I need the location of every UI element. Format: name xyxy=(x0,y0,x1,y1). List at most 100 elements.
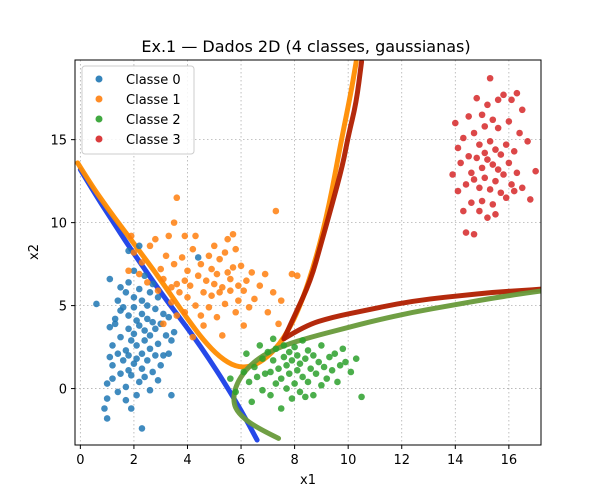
scatter-point xyxy=(288,395,296,402)
legend-label: Classe 1 xyxy=(126,93,181,108)
scatter-point xyxy=(224,235,231,243)
scatter-point xyxy=(494,166,502,173)
scatter-point xyxy=(130,294,138,301)
scatter-point xyxy=(109,342,116,349)
scatter-point xyxy=(481,149,489,157)
scatter-point xyxy=(513,89,521,97)
scatter-point xyxy=(227,287,234,294)
scatter-point xyxy=(500,91,507,99)
scatter-point xyxy=(106,323,114,331)
scatter-point xyxy=(101,405,108,412)
scatter-point xyxy=(291,380,298,387)
legend-label: Classe 3 xyxy=(126,133,181,148)
scatter-point xyxy=(216,255,223,263)
scatter-point xyxy=(103,415,111,422)
scatter-point xyxy=(119,357,127,364)
scatter-point xyxy=(261,370,269,377)
scatter-point xyxy=(205,303,213,311)
scatter-point xyxy=(251,363,258,371)
decision-boundary-line xyxy=(231,288,541,441)
scatter-point xyxy=(465,152,472,160)
scatter-point xyxy=(293,272,301,280)
scatter-point xyxy=(184,267,191,275)
x-tick-label: 16 xyxy=(501,453,518,468)
scatter-point xyxy=(272,380,280,387)
scatter-point xyxy=(484,214,491,221)
scatter-point xyxy=(138,350,146,358)
scatter-point xyxy=(122,396,130,404)
scatter-point xyxy=(248,269,256,276)
legend-box xyxy=(81,65,195,155)
scatter-point xyxy=(293,352,301,359)
scatter-point xyxy=(310,352,317,359)
scatter-point xyxy=(229,230,237,238)
scatter-point xyxy=(288,357,296,364)
scatter-point xyxy=(328,367,336,374)
scatter-point xyxy=(138,297,146,304)
scatter-point xyxy=(245,303,253,311)
scatter-point xyxy=(152,352,159,359)
scatter-point xyxy=(468,169,475,177)
legend-label: Classe 0 xyxy=(126,73,181,88)
x-tick-label: 10 xyxy=(340,453,357,468)
scatter-point xyxy=(141,373,148,381)
scatter-point xyxy=(149,318,156,326)
scatter-point xyxy=(280,353,288,361)
scatter-point xyxy=(229,264,237,271)
scatter-point xyxy=(497,189,505,197)
scatter-point xyxy=(494,124,502,132)
scatter-point xyxy=(334,378,341,386)
scatter-point xyxy=(186,282,194,289)
scatter-point xyxy=(502,141,510,148)
scatter-point xyxy=(339,345,347,353)
scatter-point xyxy=(208,265,215,273)
scatter-point xyxy=(243,350,250,358)
scatter-point xyxy=(275,365,282,372)
scatter-point xyxy=(221,300,229,308)
scatter-point xyxy=(114,350,122,358)
legend-label: Classe 2 xyxy=(126,113,181,128)
scatter-point xyxy=(125,367,132,374)
scatter-point xyxy=(135,270,143,278)
scatter-point xyxy=(138,365,146,372)
scatter-point xyxy=(213,270,221,278)
y-tick-label: 0 xyxy=(59,383,67,398)
scatter-point xyxy=(200,322,207,329)
scatter-point xyxy=(476,141,483,148)
scatter-point xyxy=(197,312,205,319)
scatter-point xyxy=(240,368,248,376)
scatter-point xyxy=(476,184,483,192)
scatter-point xyxy=(125,352,132,359)
scatter-point xyxy=(93,300,100,308)
scatter-point xyxy=(125,312,132,319)
scatter-point xyxy=(154,376,162,384)
scatter-point xyxy=(210,242,218,250)
scatter-point xyxy=(144,315,151,323)
scatter-point xyxy=(473,94,481,102)
scatter-point xyxy=(170,328,178,336)
scatter-point xyxy=(208,292,215,299)
scatter-point xyxy=(127,372,135,379)
scatter-point xyxy=(505,159,513,167)
scatter-point xyxy=(497,151,505,158)
scatter-point xyxy=(240,322,248,329)
scatter-point xyxy=(256,282,264,289)
x-tick-label: 4 xyxy=(183,453,191,468)
scatter-point xyxy=(138,425,146,432)
scatter-point xyxy=(221,249,229,256)
scatter-point xyxy=(486,74,494,82)
scatter-point xyxy=(168,284,175,291)
scatter-point xyxy=(481,123,489,130)
scatter-point xyxy=(288,270,296,278)
scatter-point xyxy=(285,370,293,377)
x-axis-title: x1 xyxy=(300,473,316,488)
x-axis-ticks: 0 2 4 6 8 10 12 14 16 xyxy=(76,445,517,468)
scatter-point xyxy=(127,232,135,240)
scatter-point xyxy=(347,368,355,376)
scatter-point xyxy=(168,337,175,344)
scatter-point xyxy=(117,284,124,291)
scatter-point xyxy=(109,375,116,382)
scatter-point xyxy=(130,267,138,275)
y-tick-label: 10 xyxy=(50,217,67,232)
scatter-point xyxy=(232,388,239,396)
